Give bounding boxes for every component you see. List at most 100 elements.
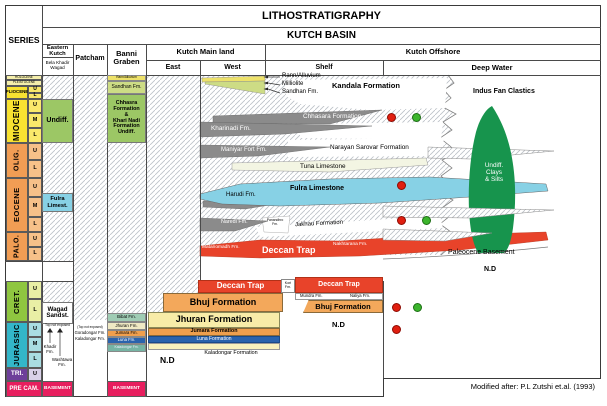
formation-deccan-trap-shelf2: Deccan Trap	[295, 277, 383, 293]
show-marker-green-miocene	[412, 113, 421, 122]
arrowhead-rann	[263, 75, 268, 79]
formation-jhuran-mainland: Jhuran Formation	[148, 312, 280, 328]
label-narayan-sarovar: Narayan Sarovar Formation	[330, 144, 409, 151]
series-row-holocene: HOLOCENE	[6, 75, 42, 80]
label-fulra-limestone: Fulra Limestone	[290, 185, 345, 192]
band-jhuran-banni: Jhuran Fm.	[107, 322, 146, 330]
label-paleocene-basement: Paleocene Basement	[448, 249, 515, 256]
label-khadir-fm: Khadir Fm.	[43, 344, 57, 354]
grid-h-sub	[146, 60, 601, 61]
label-kaladongar-formation: Kaladongar Formation	[204, 350, 258, 356]
hatch-eastern-kutch-3	[42, 212, 73, 261]
label-harudi-fm: Harudi Fm.	[226, 192, 256, 198]
label-undiff-clays-silts: Undiff. Clays & Silts	[484, 162, 504, 184]
label-kharinadi-fm: Kharinadi Fm.	[211, 125, 251, 132]
hatch-eastern-kutch-2	[42, 143, 73, 193]
formation-wagad-sandstone: Wagad Sandst.	[42, 302, 73, 324]
band-jumara-banni: Jumara Fm.	[107, 330, 146, 337]
label-rann-alluvium: Rann/Alluvium	[282, 73, 321, 79]
wagad-note: Top not exposed	[45, 323, 70, 327]
label-sandhan-fm: Sandhan Fm.	[282, 89, 319, 95]
col-header-patcham: Patcham	[75, 55, 105, 62]
milliolite-sandhan-wedge	[204, 80, 266, 95]
series-row-eocene: EOCENE	[6, 178, 28, 232]
label-deccan-trap-shelf: Deccan Trap	[262, 245, 316, 255]
stage-pliocene-l: L	[28, 93, 42, 99]
basin-title: KUTCH BASIN	[287, 30, 356, 41]
label-nd-shelf: N.D	[332, 320, 345, 329]
basement-baseline	[382, 246, 549, 260]
grid-v-patcham	[107, 44, 108, 397]
label-washtawa-fm: Washtawa Fm.	[51, 357, 73, 367]
stage-jur-u: U	[28, 322, 42, 337]
grid-v-eastwest	[200, 60, 201, 315]
kori-fm-notch: Kori Fm.	[281, 279, 295, 293]
label-panandhro-fm: Panandhro Fm.	[266, 218, 284, 226]
col-header-eastern-kutch: Eastern Kutch	[46, 45, 69, 58]
show-marker-red-jurassic	[392, 325, 401, 334]
grid-v-mainland-offshore	[265, 44, 266, 75]
formation-undiff-eastern-kutch: Undiff.	[42, 99, 73, 143]
hatch-eastern-kutch-1	[42, 75, 73, 99]
stage-miocene-u: U	[28, 99, 42, 113]
stage-eocene-m: M	[28, 197, 42, 217]
series-header: SERIES	[8, 35, 40, 45]
grid-h-litho	[42, 27, 601, 28]
grid-v-banni	[146, 44, 147, 397]
grid-h-basin	[42, 44, 601, 45]
hatch-banni	[107, 143, 146, 313]
formation-kaladongar-band-mainland	[148, 343, 280, 350]
col-header-eastern-kutch-sub: Bela Khadir Wagad	[45, 60, 70, 71]
show-marker-green-cretaceous	[413, 303, 422, 312]
formation-bhuj-shelf: Bhuj Formation	[303, 300, 383, 313]
label-connector-lines	[267, 76, 281, 94]
formation-luna-mainland: Luna Formation	[148, 336, 280, 343]
band-bibat-banni: Bibat Fm.	[107, 313, 146, 322]
grid-v-ekutch	[73, 44, 74, 397]
stage-cret-l: L	[28, 299, 42, 322]
stage-eocene-u: U	[28, 178, 42, 197]
mundra-naliya-band	[295, 293, 383, 300]
show-marker-red-eocene	[397, 216, 406, 225]
col-header-offshore: Kutch Offshore	[405, 47, 461, 56]
formation-deccan-trap-mainland: Deccan Trap	[198, 280, 283, 293]
band-sandhan-banni: Sandhan Fm.	[107, 81, 146, 94]
stage-miocene-l: L	[28, 128, 42, 143]
series-row-pliocene: PLIOCENE	[6, 86, 28, 99]
stage-olig-u: U	[28, 143, 42, 160]
col-header-west: West	[224, 64, 241, 71]
formation-fulra-limest-eastern-kutch: Fulra Limest.	[42, 193, 73, 212]
stage-tri-u: U	[28, 368, 42, 381]
grid-h-gap-top	[5, 261, 73, 262]
formation-bhuj-mainland: Bhuj Formation	[163, 293, 283, 312]
band-kaladongar-banni: Kaladongar Fm.	[107, 344, 146, 352]
label-milliolite: Milliolite	[282, 81, 304, 87]
deepwater-hatch-wedge-3	[382, 228, 493, 242]
label-kandala-formation: Kandala Formation	[332, 81, 400, 90]
stage-olig-l: L	[28, 160, 42, 178]
arrowhead-washtawa	[57, 328, 63, 333]
band-rann-banni: Rann/Alluvium	[107, 75, 146, 81]
label-tuna-limestone: Tuna Limestone	[300, 163, 346, 170]
stage-eocene-l: L	[28, 217, 42, 232]
patcham-note: (Top not exposed)	[77, 325, 103, 329]
col-header-banni-graben: Banni Graben	[113, 49, 140, 67]
footer-credit-bar: Modified after: P.L Zutshi et.al. (1993)	[383, 378, 601, 397]
col-header-deep-water: Deep Water	[471, 63, 513, 72]
label-goradongar-fm: Goradongar Fm.	[74, 330, 106, 335]
label-chhasara-formation: Chhasara Formation	[303, 113, 362, 120]
arrowhead-milliolite	[263, 81, 268, 85]
basement-banni: BASEMENT	[107, 381, 146, 397]
grid-h-ekutch-sub	[42, 57, 73, 58]
chhasara-gray-wedge	[212, 109, 383, 125]
label-indus-fan-clastics: Indus Fan Clastics	[473, 88, 535, 95]
show-marker-red-oligocene	[397, 181, 406, 190]
series-row-cretaceous: CRET.	[6, 281, 28, 322]
grid-v-shelf-deep-body	[383, 281, 384, 378]
basement-eastern-kutch: BASEMENT	[42, 381, 73, 397]
label-naredi-fm: Naredi Fm.	[221, 219, 248, 225]
label-matanomadh-fm: Matanomadh Fm.	[202, 245, 240, 250]
series-row-pleistocene: PLEISTOCENE	[6, 80, 42, 86]
series-row-precambrian: PRE CAM.	[6, 381, 42, 397]
